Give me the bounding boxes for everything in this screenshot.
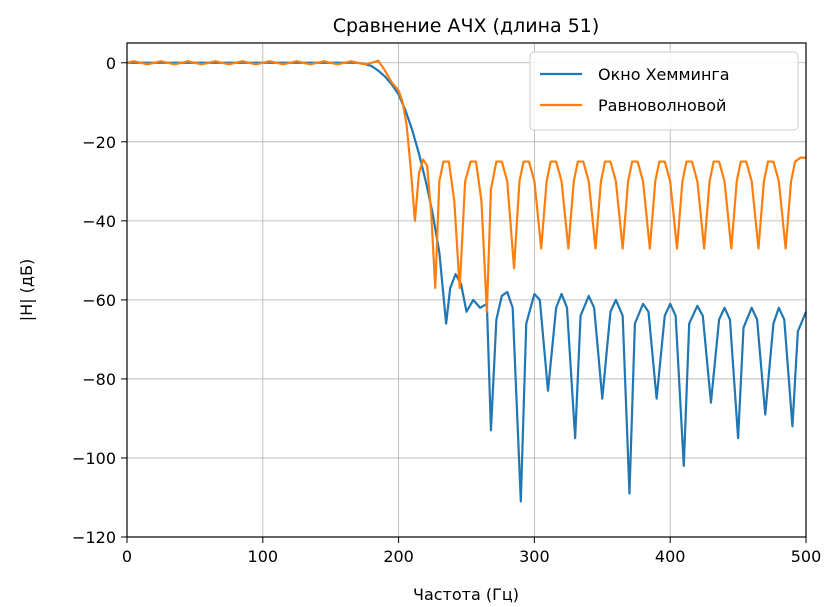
x-tick-label: 400 bbox=[655, 547, 686, 566]
x-tick-label: 100 bbox=[248, 547, 279, 566]
ticks: 0 100 200 300 400 500 0 −20 −40 −60 −80 −100 −120 bbox=[72, 54, 821, 566]
x-tick-label: 300 bbox=[519, 547, 550, 566]
series-line-hamming bbox=[127, 61, 808, 503]
plot-frame bbox=[126, 42, 807, 538]
y-tick-label: 0 bbox=[106, 54, 116, 73]
y-tick-label: −100 bbox=[72, 449, 116, 468]
chart-title: Сравнение АЧХ (длина 51) bbox=[333, 15, 600, 37]
legend-box bbox=[529, 51, 799, 131]
legend: Окно Хемминга Равноволновой bbox=[529, 51, 799, 131]
x-tick-label: 500 bbox=[791, 547, 822, 566]
y-tick-label: −40 bbox=[82, 212, 116, 231]
series-layer bbox=[126, 59, 808, 503]
y-tick-label: −60 bbox=[82, 291, 116, 310]
x-axis-label: Частота (Гц) bbox=[413, 585, 519, 604]
y-tick-label: −120 bbox=[72, 528, 116, 547]
y-tick-label: −20 bbox=[82, 133, 116, 152]
y-axis-label: |H| (дБ) bbox=[17, 259, 36, 321]
y-tick-label: −80 bbox=[82, 370, 116, 389]
x-tick-label: 0 bbox=[122, 547, 132, 566]
legend-label-hamming: Окно Хемминга bbox=[598, 65, 730, 84]
x-tick-label: 200 bbox=[383, 547, 414, 566]
legend-label-equiripple: Равноволновой bbox=[598, 96, 726, 115]
series-line-equiripple bbox=[126, 59, 806, 313]
